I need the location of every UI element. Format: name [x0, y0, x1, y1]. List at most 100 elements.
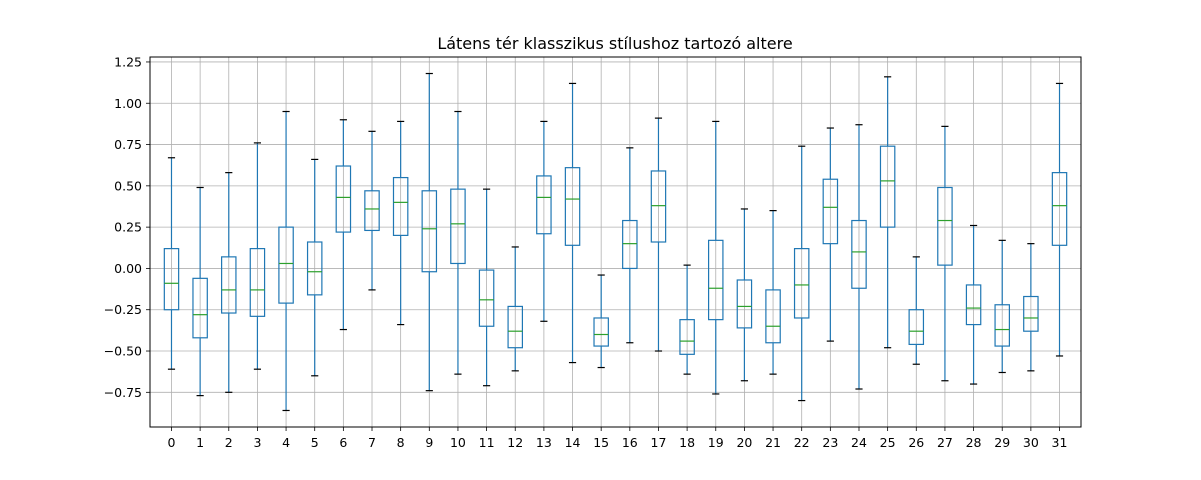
- x-tick-label: 25: [880, 435, 896, 450]
- box-plot-29: [994, 239, 1010, 374]
- y-tick-label: −0.25: [104, 302, 142, 317]
- iqr-box: [650, 170, 667, 243]
- y-tick-label: 1.00: [114, 96, 142, 111]
- box-plot-20: [736, 208, 753, 382]
- box-plot-26: [908, 256, 925, 365]
- iqr-box: [965, 284, 982, 326]
- x-tick-label: 6: [339, 435, 347, 450]
- x-tick-label: 1: [196, 435, 204, 450]
- x-tick-label: 7: [368, 435, 376, 450]
- y-tick-label: −0.50: [104, 344, 142, 359]
- box-plot-7: [364, 130, 380, 291]
- box-plots: [163, 72, 1068, 412]
- box-plot-9: [421, 72, 438, 392]
- x-tick-label: 19: [708, 435, 724, 450]
- iqr-box: [536, 175, 552, 235]
- x-tick-label: 26: [908, 435, 924, 450]
- x-tick-label: 4: [282, 435, 290, 450]
- iqr-box: [908, 309, 925, 346]
- box-plot-4: [278, 110, 294, 412]
- iqr-box: [478, 269, 495, 327]
- box-plot-23: [822, 127, 839, 342]
- plot-area-frame: [149, 56, 1082, 428]
- x-tick-label: 22: [794, 435, 810, 450]
- x-tick-label: 3: [253, 435, 261, 450]
- axis-ticks: −0.75 −0.50 −0.25 0.00 0.25 0.50 0.75 1.00 1.25 0…: [104, 54, 1068, 450]
- x-tick-label: 29: [994, 435, 1010, 450]
- x-tick-label: 5: [311, 435, 319, 450]
- y-tick-label: 0.50: [114, 178, 142, 193]
- box-plot-21: [765, 210, 781, 375]
- iqr-box: [879, 145, 896, 228]
- x-tick-label: 27: [937, 435, 953, 450]
- x-tick-label: 0: [168, 435, 176, 450]
- iqr-box: [679, 319, 695, 355]
- box-plot-19: [707, 120, 724, 395]
- iqr-box: [1023, 295, 1039, 332]
- x-tick-label: 14: [565, 435, 581, 450]
- x-tick-label: 15: [593, 435, 609, 450]
- x-tick-label: 13: [536, 435, 552, 450]
- box-plot-6: [335, 119, 352, 331]
- iqr-box: [736, 279, 753, 329]
- x-tick-label: 20: [736, 435, 752, 450]
- box-plot-13: [536, 120, 552, 322]
- iqr-box: [851, 219, 867, 289]
- box-plot-22: [793, 145, 810, 402]
- x-tick-label: 2: [225, 435, 233, 450]
- iqr-box: [450, 188, 466, 265]
- y-tick-label: 0.00: [114, 261, 142, 276]
- iqr-box: [364, 190, 380, 232]
- iqr-box: [278, 226, 294, 304]
- chart-title: Látens tér klasszikus stílushoz tartozó …: [437, 34, 792, 53]
- box-plot-24: [851, 124, 867, 390]
- iqr-box: [622, 219, 638, 270]
- box-plot-15: [593, 274, 609, 369]
- box-plot-3: [249, 142, 266, 370]
- iqr-box: [392, 176, 409, 236]
- x-tick-label: 30: [1023, 435, 1039, 450]
- box-plot-8: [392, 120, 409, 326]
- box-plot-5: [306, 158, 323, 377]
- x-tick-label: 28: [966, 435, 982, 450]
- x-tick-label: 8: [397, 435, 405, 450]
- x-tick-label: 10: [450, 435, 466, 450]
- box-plot-10: [450, 110, 466, 375]
- box-plot-25: [879, 76, 896, 349]
- iqr-box: [1051, 172, 1068, 246]
- x-tick-label: 9: [425, 435, 433, 450]
- iqr-box: [163, 248, 180, 311]
- iqr-box: [564, 167, 581, 246]
- y-tick-label: −0.75: [104, 385, 142, 400]
- box-plot-0: [163, 157, 180, 370]
- iqr-box: [507, 305, 524, 349]
- x-tick-label: 16: [622, 435, 638, 450]
- iqr-box: [822, 178, 839, 245]
- box-plot-28: [965, 224, 982, 385]
- iqr-box: [335, 165, 352, 233]
- iqr-box: [937, 186, 953, 266]
- box-plot-17: [650, 117, 667, 352]
- box-plot-14: [564, 82, 581, 364]
- box-plot-31: [1051, 82, 1068, 357]
- iqr-box: [306, 241, 323, 296]
- x-tick-label: 23: [822, 435, 838, 450]
- box-plot-2: [221, 172, 237, 393]
- iqr-box: [765, 289, 781, 344]
- box-plot-30: [1023, 243, 1039, 372]
- iqr-box: [192, 277, 208, 339]
- x-tick-label: 24: [851, 435, 867, 450]
- x-tick-label: 17: [651, 435, 667, 450]
- box-plot-16: [622, 147, 638, 344]
- iqr-box: [249, 248, 266, 317]
- x-tick-label: 21: [765, 435, 781, 450]
- x-tick-label: 12: [507, 435, 523, 450]
- box-plot-18: [679, 264, 695, 375]
- iqr-box: [793, 248, 810, 319]
- x-tick-label: 31: [1052, 435, 1068, 450]
- y-tick-label: 0.75: [114, 137, 142, 152]
- y-tick-label: 1.25: [114, 54, 142, 69]
- y-tick-label: 0.25: [114, 220, 142, 235]
